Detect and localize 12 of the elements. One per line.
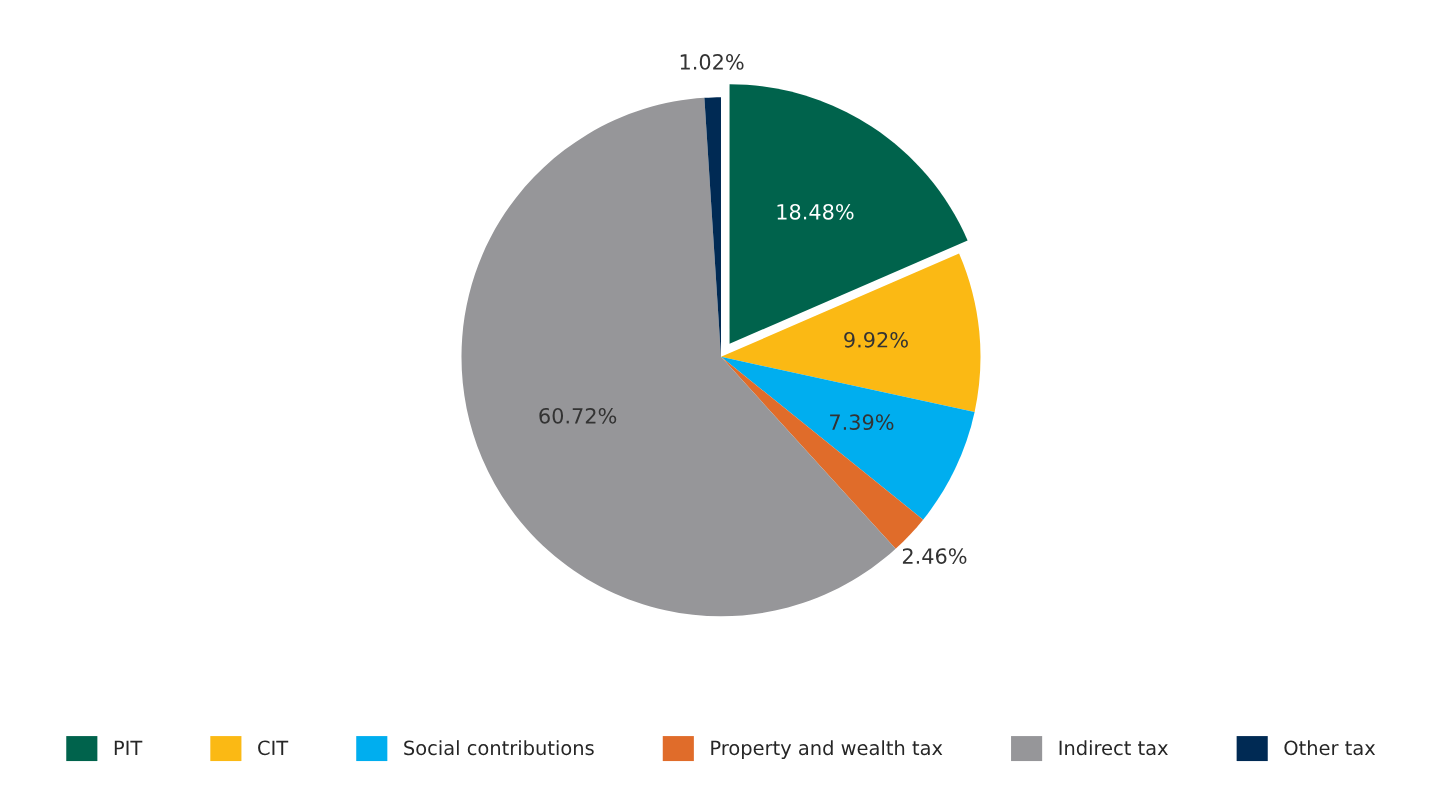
data-label: 2.46% (902, 548, 967, 564)
legend-label: CIT (258, 740, 289, 756)
data-label: 9.92% (844, 331, 908, 348)
legend-label: PIT (114, 740, 143, 755)
legend-label: Other tax (1284, 740, 1376, 756)
data-label: 1.02% (680, 54, 744, 70)
data-label: 7.39% (830, 414, 894, 431)
data-label: 18.48% (777, 203, 854, 220)
data-label: 60.72% (539, 407, 617, 424)
legend-label: Property and wealth tax (711, 740, 943, 759)
legend-label: Social contributions (404, 740, 594, 756)
legend-label: Indirect tax (1059, 740, 1168, 756)
